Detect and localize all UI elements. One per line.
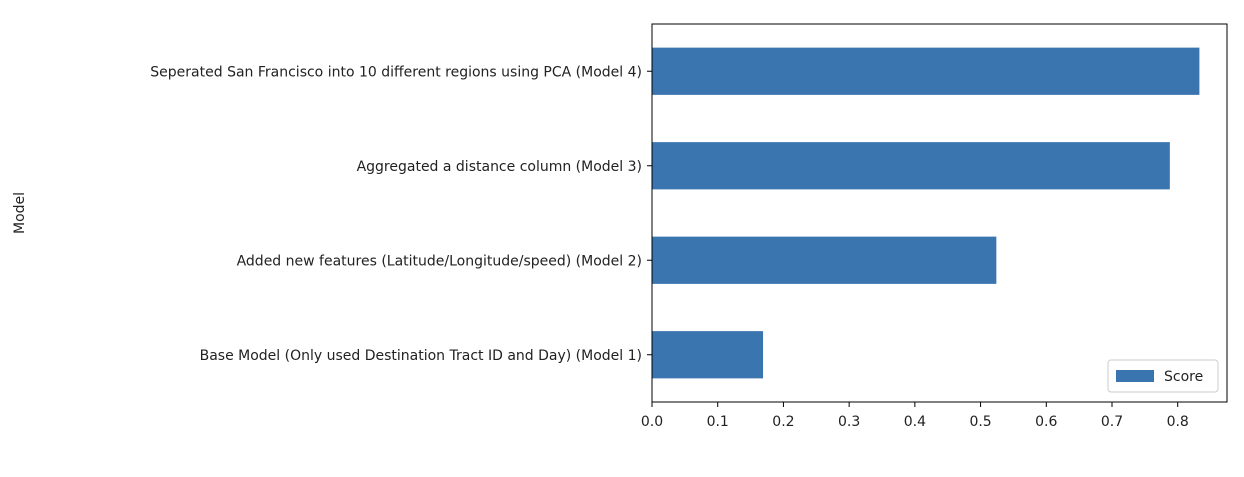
x-tick-label: 0.7 [1101,414,1123,430]
plot-frame [651,23,1228,403]
legend-swatch [1116,370,1154,382]
y-category-label: Aggregated a distance column (Model 3) [357,159,642,175]
legend-label: Score [1164,369,1203,385]
x-tick-label: 0.2 [772,414,794,430]
legend-box [1107,359,1219,393]
bar [652,142,1170,190]
x-tick-label: 0.6 [1035,414,1057,430]
legend: Score [1107,359,1219,393]
y-axis-title: Model [12,192,28,234]
x-axis-ticks: 0.0 0.1 0.2 0.3 0.4 0.5 0.6 0.7 0.8 [641,402,1189,430]
x-tick-label: 0.3 [838,414,860,430]
x-tick-label: 0.5 [969,414,991,430]
y-category-label: Added new features (Latitude/Longitude/s… [237,253,642,269]
bar [652,236,997,284]
bar [652,47,1200,95]
y-axis-categories: Base Model (Only used Destination Tract … [150,64,652,364]
x-tick-label: 0.4 [904,414,926,430]
bar [652,331,764,379]
x-tick-label: 0.8 [1167,414,1189,430]
x-tick-label: 0.0 [641,414,663,430]
bars-layer [652,47,1200,379]
x-tick-label: 0.1 [707,414,729,430]
y-category-label: Seperated San Francisco into 10 differen… [150,64,642,80]
y-category-label: Base Model (Only used Destination Tract … [200,348,642,364]
